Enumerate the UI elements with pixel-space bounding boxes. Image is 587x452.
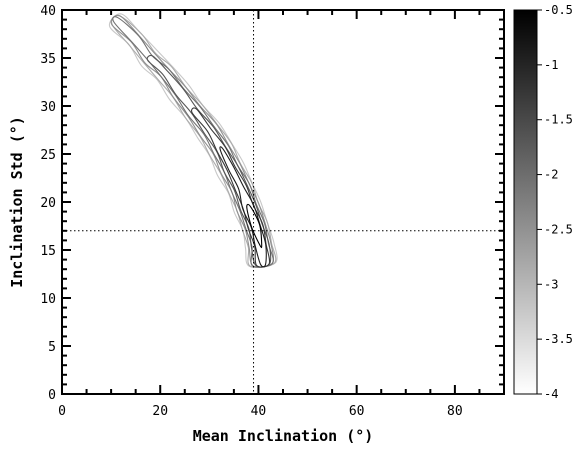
contour-level [246, 203, 263, 249]
plot-area [62, 10, 504, 394]
contour-level [111, 15, 277, 268]
axis-tick-labels: 0 20 40 60 80 0 5 10 15 20 25 30 35 40 [40, 4, 462, 419]
y-tick-label: 20 [40, 196, 56, 211]
y-tick-label: 5 [48, 340, 56, 355]
y-tick-label: 25 [40, 148, 56, 163]
x-tick-label: 0 [58, 404, 66, 419]
reference-lines [62, 10, 504, 394]
y-axis-title: Inclination Std (°) [8, 116, 26, 288]
colorbar-tick-label: -4 [544, 387, 558, 401]
contour-level [191, 107, 271, 268]
y-tick-label: 35 [40, 52, 56, 67]
y-tick-label: 30 [40, 100, 56, 115]
y-tick-label: 0 [48, 388, 56, 403]
y-tick-label: 15 [40, 244, 56, 259]
colorbar [513, 9, 538, 395]
x-tick-label: 80 [447, 404, 463, 419]
colorbar-tick-label: -2.5 [544, 222, 573, 236]
colorbar-tick-label: -3 [544, 277, 558, 291]
colorbar-tick-label: -2 [544, 168, 558, 182]
x-axis-title: Mean Inclination (°) [193, 427, 374, 445]
x-tick-label: 40 [251, 404, 267, 419]
colorbar-ticks: -0.5 -1 -1.5 -2 -2.5 -3 -3.5 -4 [537, 3, 573, 401]
x-tick-label: 20 [152, 404, 168, 419]
y-tick-label: 40 [40, 4, 56, 19]
contour-lines [108, 13, 278, 268]
colorbar-tick-label: -1.5 [544, 113, 573, 127]
contour-level [219, 146, 267, 268]
colorbar-tick-label: -3.5 [544, 332, 573, 346]
x-tick-label: 60 [349, 404, 365, 419]
colorbar-tick-label: -0.5 [544, 3, 573, 17]
y-tick-label: 10 [40, 292, 56, 307]
colorbar-tick-label: -1 [544, 58, 558, 72]
plot-frame [61, 9, 505, 395]
contour-level [112, 16, 274, 268]
